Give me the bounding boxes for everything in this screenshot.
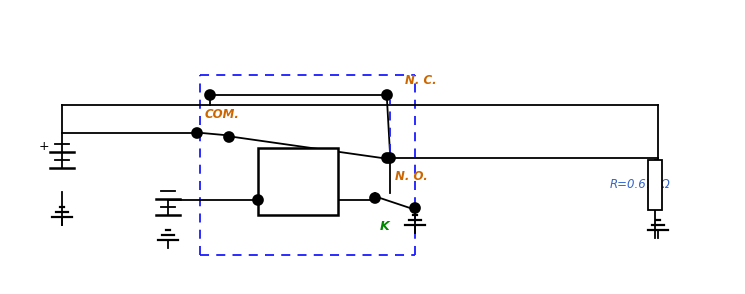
Text: K: K — [380, 220, 390, 233]
Circle shape — [410, 203, 420, 213]
Circle shape — [382, 153, 392, 163]
Circle shape — [382, 90, 392, 100]
Circle shape — [205, 90, 215, 100]
Text: N. O.: N. O. — [395, 170, 428, 183]
Bar — [258, 148, 338, 215]
Text: R=0.675Ω: R=0.675Ω — [610, 178, 670, 191]
Circle shape — [192, 128, 202, 138]
Circle shape — [385, 153, 395, 163]
Circle shape — [253, 195, 263, 205]
Text: N. C.: N. C. — [405, 74, 437, 88]
Circle shape — [224, 132, 234, 142]
Circle shape — [370, 193, 380, 203]
Text: COM.: COM. — [205, 108, 240, 121]
Bar — [648, 160, 662, 210]
Text: +: + — [39, 141, 49, 153]
